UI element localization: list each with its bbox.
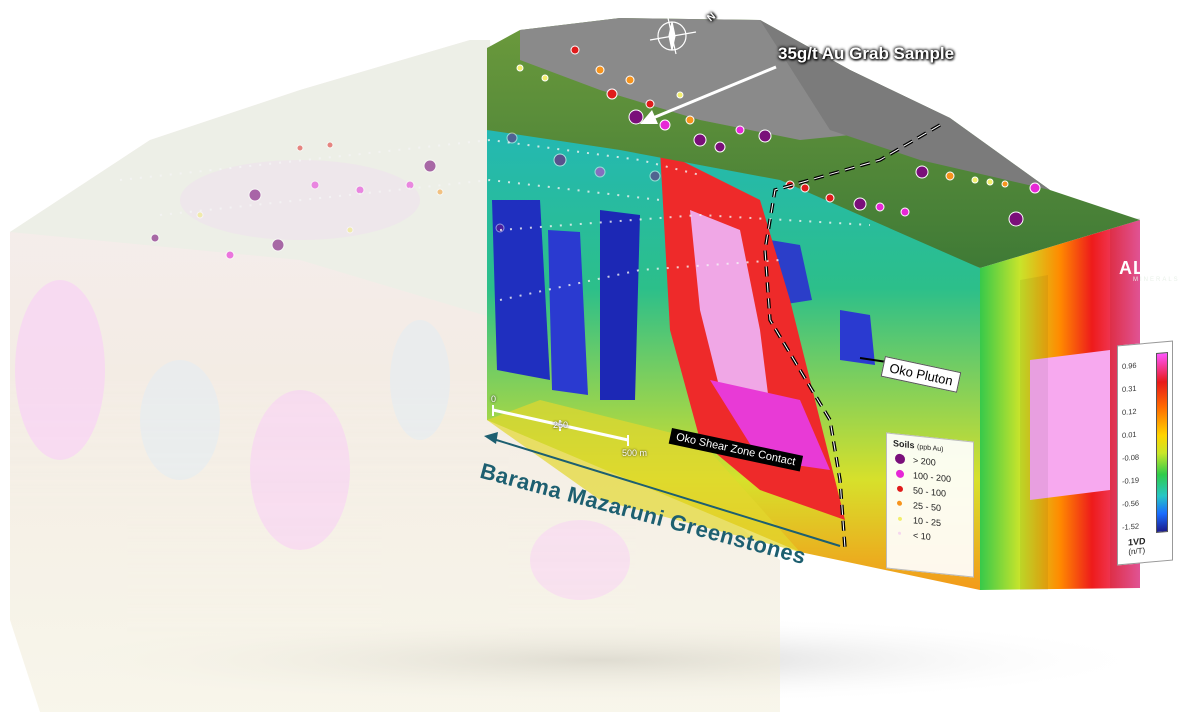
grab-sample-arrowhead (640, 110, 658, 124)
soils-dot-icon (897, 500, 902, 507)
vd-unit-label: 1VD (n/T) (1128, 536, 1146, 558)
vd-tick: 0.12 (1122, 406, 1137, 418)
altair-logo: ALTAIR (1119, 258, 1189, 278)
soils-legend-label: < 10 (913, 529, 931, 542)
soils-legend-unit: (ppb Au) (917, 443, 944, 454)
scale-tick-500: 500 m (622, 448, 648, 458)
vd-tick: 0.31 (1122, 383, 1137, 395)
soils-legend-label: > 200 (913, 454, 936, 468)
vd-colorbar-legend: 0.96 0.31 0.12 0.01 -0.08 -0.19 -0.56 -1… (1117, 340, 1173, 566)
soils-legend-label: 50 - 100 (913, 484, 947, 499)
soils-legend-label: 25 - 50 (913, 499, 942, 513)
scale-tick-0: 0 (491, 394, 497, 404)
pluton-leader (859, 357, 888, 363)
top-surface (487, 18, 1140, 268)
altair-logo-subtitle: MINERALS (1133, 277, 1180, 283)
soils-legend-label: 100 - 200 (913, 469, 952, 484)
shear-zone-line-highlight (764, 124, 941, 549)
compass-rose (649, 17, 697, 55)
vd-tick: -0.19 (1122, 475, 1140, 487)
vd-tick: -0.08 (1122, 452, 1140, 464)
survey-lines (119, 138, 871, 301)
vd-colorbar (1156, 351, 1168, 534)
front-face-section (487, 42, 980, 590)
soils-dot-icon (896, 468, 904, 478)
vd-tick: -1.52 (1122, 521, 1140, 533)
scale-tick-250: 250 (553, 420, 569, 430)
vd-tick: -0.56 (1122, 498, 1140, 510)
vd-tick: 0.01 (1122, 429, 1137, 441)
scale-bar (492, 405, 629, 446)
vd-tick: 0.96 (1122, 360, 1137, 372)
soils-dot-icon (895, 452, 905, 464)
grab-sample-callout: 35g/t Au Grab Sample (778, 44, 955, 63)
soils-dot-icon (898, 516, 902, 521)
soils-legend: Soils (ppb Au) > 200 100 - 200 50 - 100 … (886, 432, 974, 578)
soils-dot-icon (897, 485, 903, 492)
greenstone-bar (484, 432, 841, 547)
right-face-section (980, 218, 1140, 590)
grab-sample-arrow (647, 65, 777, 122)
vd-unit: (n/T) (1128, 545, 1146, 557)
soils-dot-icon (898, 531, 901, 535)
soils-legend-label: 10 - 25 (913, 514, 942, 528)
